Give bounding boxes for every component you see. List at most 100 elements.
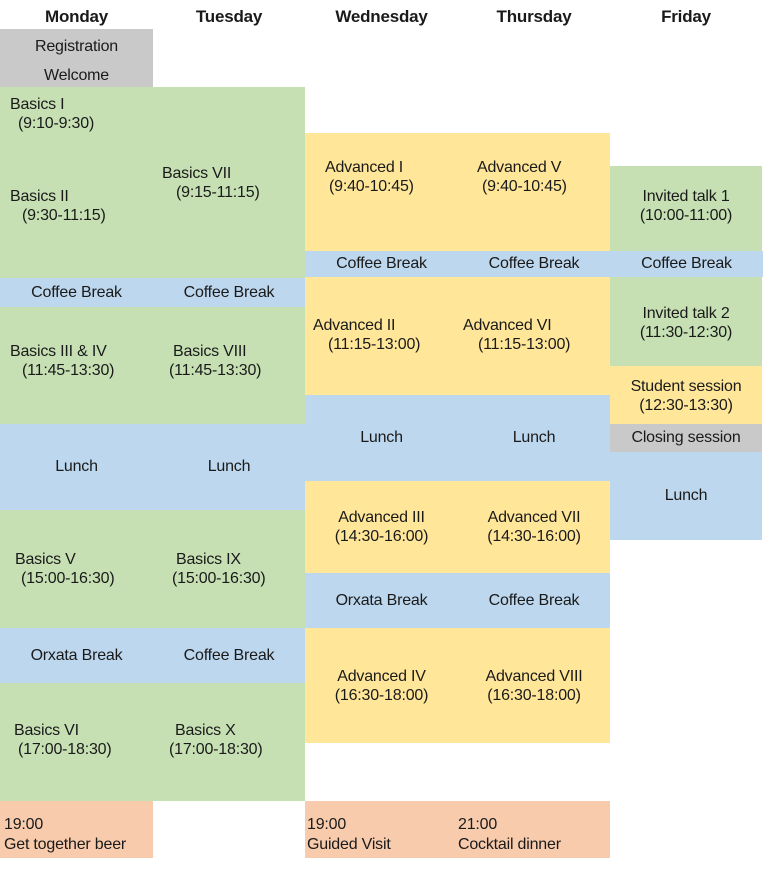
- welcome-label: Welcome: [44, 67, 109, 84]
- lunch-thursday: Lunch: [512, 429, 556, 446]
- session-basics-ii: Basics II (9:30-11:15): [10, 187, 106, 225]
- session-time: (9:40-10:45): [482, 178, 567, 195]
- block-get-together-beer: 19:00 Get together beer: [0, 801, 153, 858]
- day-header-tuesday: Tuesday: [195, 7, 263, 26]
- orxata-break-monday: Orxata Break: [30, 647, 123, 664]
- session-title: Invited talk 2: [642, 305, 730, 322]
- lunch-wednesday: Lunch: [360, 429, 403, 446]
- session-time: (11:15-13:00): [478, 336, 571, 353]
- block-coffee-break-wed-thu-fri: Coffee Break Coffee Break Coffee Break: [305, 251, 763, 277]
- block-basics-morning: Basics I (9:10-9:30) Basics II (9:30-11:…: [0, 87, 305, 278]
- event-title: Guided Visit: [307, 836, 391, 853]
- coffee-break-thursday: Coffee Break: [488, 255, 580, 272]
- day-header-thursday: Thursday: [496, 7, 572, 26]
- session-advanced-vii: Advanced VII (14:30-16:00): [458, 508, 610, 546]
- session-title: Basics V: [15, 551, 76, 568]
- session-title: Basics VIII: [173, 343, 247, 360]
- session-title: Advanced III: [338, 509, 425, 526]
- session-title: Advanced II: [313, 317, 396, 334]
- session-basics-viii: Basics VIII (11:45-13:30): [169, 342, 261, 380]
- closing-session-label: Closing session: [631, 429, 741, 446]
- day-header-wednesday: Wednesday: [335, 7, 428, 26]
- block-advanced-afternoon: Advanced III (14:30-16:00) Advanced VII …: [305, 481, 610, 573]
- lunch-friday: Lunch: [664, 487, 708, 504]
- session-time: (17:00-18:30): [18, 741, 112, 758]
- coffee-break-monday: Coffee Break: [31, 284, 122, 301]
- event-title: Cocktail dinner: [458, 836, 561, 853]
- coffee-break-thursday-afternoon: Coffee Break: [488, 592, 580, 609]
- session-basics-v: Basics V (15:00-16:30): [15, 550, 115, 588]
- block-lunch-wed-thu: Lunch Lunch: [305, 395, 610, 481]
- block-lunch-mon-tue: Lunch Lunch: [0, 424, 305, 510]
- day-header-friday: Friday: [661, 7, 711, 26]
- coffee-break-tuesday: Coffee Break: [183, 284, 275, 301]
- session-invited-talk-1: Invited talk 1 (10:00-11:00): [610, 187, 762, 225]
- block-afternoon-break-wed-thu: Orxata Break Coffee Break: [305, 573, 610, 628]
- session-title: Basics IX: [176, 551, 241, 568]
- block-advanced-late-morning: Advanced II (11:15-13:00) Advanced VI (1…: [305, 277, 610, 395]
- session-time: (16:30-18:00): [487, 687, 581, 704]
- session-time: (14:30-16:00): [334, 528, 429, 545]
- session-basics-ix: Basics IX (15:00-16:30): [172, 550, 266, 588]
- session-title: Basics VII: [162, 165, 232, 182]
- coffee-break-tuesday-afternoon: Coffee Break: [183, 647, 275, 664]
- session-basics-x: Basics X (17:00-18:30): [169, 721, 263, 759]
- session-time: (15:00-16:30): [172, 570, 266, 587]
- session-title: Basics X: [175, 722, 236, 739]
- session-advanced-vi: Advanced VI (11:15-13:00): [463, 316, 570, 354]
- session-time: (9:10-9:30): [18, 115, 95, 132]
- session-time: (17:00-18:30): [169, 741, 263, 758]
- block-advanced-morning: Advanced I (9:40-10:45) Advanced V (9:40…: [305, 133, 610, 251]
- session-time: (10:00-11:00): [639, 207, 733, 224]
- session-title: Student session: [630, 378, 742, 395]
- block-advanced-evening: Advanced IV (16:30-18:00) Advanced VIII …: [305, 628, 610, 743]
- session-title: Basics II: [10, 188, 69, 205]
- day-header-monday: Monday: [44, 7, 109, 26]
- block-student-session: Student session (12:30-13:30): [610, 366, 762, 424]
- session-time: (11:45-13:30): [169, 362, 262, 379]
- session-title: Advanced V: [477, 159, 562, 176]
- coffee-break-wednesday: Coffee Break: [336, 255, 427, 272]
- block-closing-session: Closing session: [610, 424, 762, 452]
- session-advanced-viii: Advanced VIII (16:30-18:00): [458, 667, 610, 705]
- session-basics-i: Basics I (9:10-9:30): [10, 95, 94, 133]
- block-coffee-break-mon-tue: Coffee Break Coffee Break: [0, 278, 305, 307]
- session-title: Advanced IV: [337, 668, 426, 685]
- block-invited-talk-2: Invited talk 2 (11:30-12:30): [610, 277, 762, 366]
- lunch-tuesday: Lunch: [207, 458, 251, 475]
- block-basics-late-morning: Basics III & IV (11:45-13:30) Basics VII…: [0, 307, 305, 424]
- session-time: (15:00-16:30): [21, 570, 115, 587]
- session-title: Invited talk 1: [642, 188, 730, 205]
- session-advanced-v: Advanced V (9:40-10:45): [477, 158, 567, 196]
- session-time: (9:15-11:15): [176, 184, 260, 201]
- session-advanced-ii: Advanced II (11:15-13:00): [313, 316, 420, 354]
- event-guided-visit: 19:00 Guided Visit: [307, 815, 391, 855]
- session-time: (9:30-11:15): [22, 207, 106, 224]
- lunch-monday: Lunch: [55, 458, 98, 475]
- session-basics-vii: Basics VII (9:15-11:15): [162, 164, 260, 202]
- session-basics-vi: Basics VI (17:00-18:30): [14, 721, 112, 759]
- block-invited-talk-1: Invited talk 1 (10:00-11:00): [610, 166, 762, 251]
- session-advanced-iii: Advanced III (14:30-16:00): [305, 508, 458, 546]
- session-time: (12:30-13:30): [639, 397, 733, 414]
- session-time: (11:15-13:00): [328, 336, 421, 353]
- event-time: 19:00: [307, 816, 347, 833]
- block-registration-welcome: Registration Welcome: [0, 29, 153, 87]
- event-cocktail-dinner: 21:00 Cocktail dinner: [458, 815, 561, 855]
- orxata-break-wednesday: Orxata Break: [335, 592, 428, 609]
- session-title: Advanced VIII: [485, 668, 583, 685]
- block-evening-events-wed-thu: 19:00 Guided Visit 21:00 Cocktail dinner: [305, 801, 610, 858]
- block-basics-evening: Basics VI (17:00-18:30) Basics X (17:00-…: [0, 683, 305, 801]
- session-advanced-i: Advanced I (9:40-10:45): [325, 158, 414, 196]
- registration-label: Registration: [35, 38, 118, 55]
- session-title: Advanced I: [325, 159, 404, 176]
- session-title: Basics I: [10, 96, 65, 113]
- event-get-together-beer: 19:00 Get together beer: [4, 815, 126, 855]
- block-basics-afternoon: Basics V (15:00-16:30) Basics IX (15:00-…: [0, 510, 305, 628]
- session-advanced-iv: Advanced IV (16:30-18:00): [305, 667, 458, 705]
- session-student: Student session (12:30-13:30): [610, 377, 762, 415]
- event-time: 19:00: [4, 816, 44, 833]
- block-afternoon-break-mon-tue: Orxata Break Coffee Break: [0, 628, 305, 683]
- session-title: Basics III & IV: [10, 343, 107, 360]
- session-time: (11:30-12:30): [639, 324, 733, 341]
